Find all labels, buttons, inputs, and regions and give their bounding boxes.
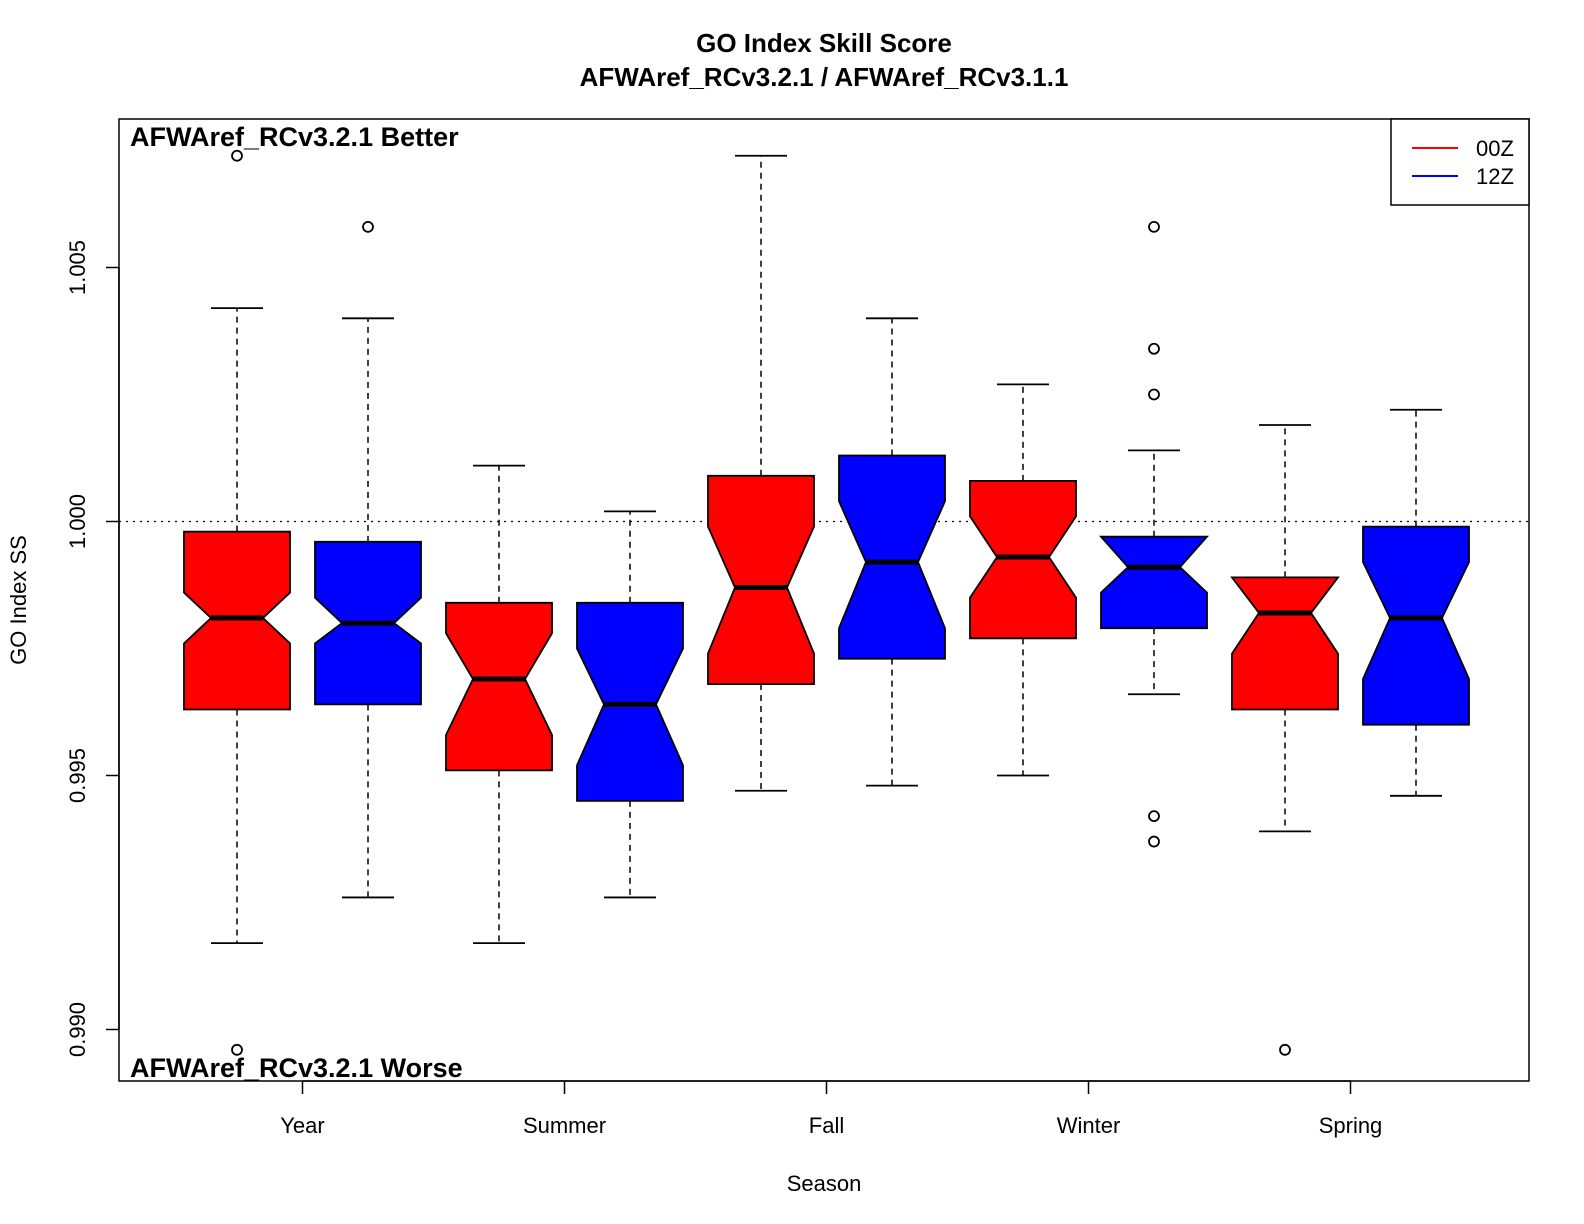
legend-label-12z: 12Z <box>1476 164 1514 189</box>
outlier-year-12z-0 <box>362 220 374 233</box>
x-tick-label-spring: Spring <box>1319 1113 1383 1138</box>
box-summer-00z <box>445 601 553 772</box>
outlier-winter-12z-1 <box>1148 342 1160 355</box>
worse-annotation: AFWAref_RCv3.2.1 Worse <box>130 1053 463 1083</box>
box-spring-12z <box>1362 525 1470 726</box>
box-year-00z <box>183 530 291 711</box>
box-summer-12z <box>576 601 684 802</box>
outlier-winter-12z-0 <box>1148 220 1160 233</box>
outlier-spring-00z-0 <box>1279 1043 1291 1056</box>
x-tick-label-winter: Winter <box>1057 1113 1121 1138</box>
legend-label-00z: 00Z <box>1476 136 1514 161</box>
outlier-year-00z-0 <box>231 149 243 162</box>
box-spring-00z <box>1230 576 1340 711</box>
chart-subtitle: AFWAref_RCv3.2.1 / AFWAref_RCv3.1.1 <box>580 62 1069 92</box>
y-tick-label-3: 1.005 <box>65 240 90 295</box>
better-annotation: AFWAref_RCv3.2.1 Better <box>130 122 459 152</box>
plot-area <box>119 149 1529 1056</box>
outlier-winter-12z-2 <box>1148 388 1160 401</box>
box-winter-00z <box>969 479 1077 640</box>
chart-title: GO Index Skill Score <box>696 28 952 58</box>
box-winter-12z <box>1099 535 1209 630</box>
x-axis-label: Season <box>787 1171 862 1196</box>
x-tick-label-fall: Fall <box>809 1113 844 1138</box>
y-tick-label-1: 0.995 <box>65 748 90 803</box>
legend: 00Z 12Z <box>1390 118 1530 206</box>
x-tick-label-summer: Summer <box>523 1113 606 1138</box>
y-tick-label-2: 1.000 <box>65 494 90 549</box>
outlier-winter-12z-3 <box>1148 810 1160 823</box>
legend-box <box>1390 118 1530 206</box>
y-tick-label-0: 0.990 <box>65 1002 90 1057</box>
outlier-winter-12z-4 <box>1148 835 1160 848</box>
box-fall-00z <box>707 474 815 685</box>
y-axis-label: GO Index SS <box>6 535 31 665</box>
x-tick-label-year: Year <box>280 1113 324 1138</box>
box-fall-12z <box>838 454 946 660</box>
axes: 0.990 0.995 1.000 1.005 Year Summer Fall Winter… <box>65 240 1382 1138</box>
outlier-year-00z-1 <box>231 1043 243 1056</box>
